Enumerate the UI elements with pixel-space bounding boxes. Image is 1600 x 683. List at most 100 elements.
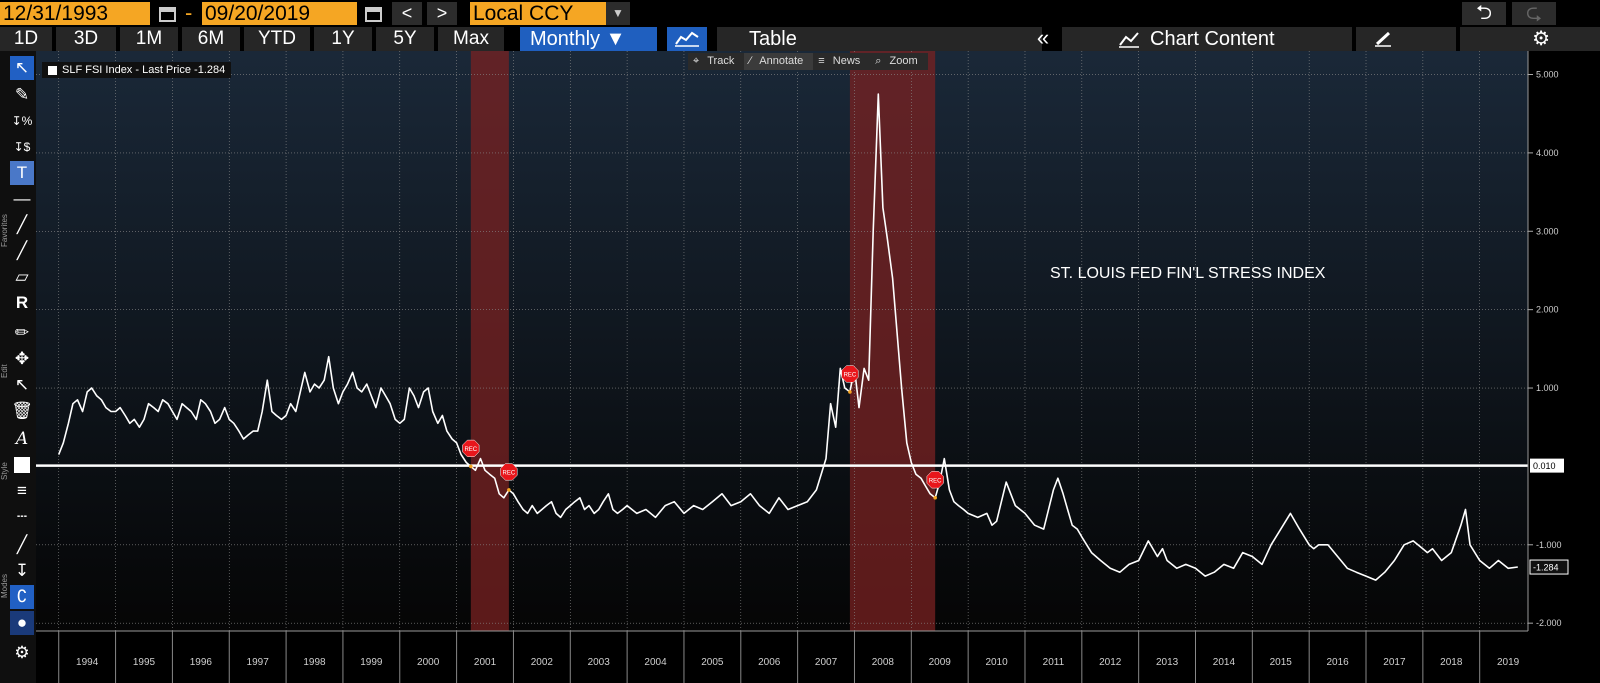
recession-marker-label: REC — [929, 478, 942, 484]
news-button[interactable]: ≡ News — [813, 53, 870, 70]
annotate-button[interactable]: ∕ Annotate — [744, 53, 814, 70]
chevron-down-icon[interactable]: ▼ — [606, 2, 630, 25]
fsi-line-chart[interactable]: REC REC REC REC 5.000 4.000 3.000 2.000 1.000 -1.… — [36, 51, 1600, 683]
last-price-label: -1.284 — [1533, 563, 1559, 573]
x-tick-label: 2000 — [417, 657, 440, 668]
x-tick-label: 1994 — [76, 657, 99, 668]
start-date-input[interactable]: 12/31/1993 — [0, 2, 150, 25]
x-tick-label: 2014 — [1213, 657, 1236, 668]
track-label: Track — [707, 55, 735, 67]
range-toolbar: 1D 3D 1M 6M YTD 1Y 5Y Max Monthly ▼ Tabl… — [0, 27, 1600, 51]
frequency-select[interactable]: Monthly ▼ — [520, 27, 657, 51]
chart-content-icon — [1119, 32, 1139, 48]
recession-point — [507, 488, 511, 492]
x-tick-label: 2004 — [644, 657, 667, 668]
retracement-icon[interactable]: R — [15, 293, 29, 312]
trash-icon[interactable]: 🗑 — [11, 401, 33, 420]
reference-value-label: 0.010 — [1533, 461, 1556, 471]
next-period-button[interactable]: > — [427, 2, 457, 25]
favorites-section-label: Favorites — [0, 214, 9, 248]
range-6m-button[interactable]: 6M — [182, 27, 240, 51]
x-tick-label: 2012 — [1099, 657, 1122, 668]
chart-content-label: Chart Content — [1150, 28, 1275, 50]
collapse-icon[interactable]: « — [1036, 25, 1050, 50]
range-1d-button[interactable]: 1D — [0, 27, 52, 51]
end-date-input[interactable]: 09/20/2019 — [202, 2, 357, 25]
legend-swatch — [48, 66, 57, 75]
table-button[interactable]: Table — [717, 27, 1042, 51]
annotate-label: Annotate — [759, 55, 804, 67]
x-tick-label: 2007 — [815, 657, 838, 668]
x-tick-label: 1997 — [247, 657, 270, 668]
trend-line-icon[interactable]: ╱ — [16, 215, 28, 234]
x-tick-label: 2016 — [1326, 657, 1349, 668]
range-3d-button[interactable]: 3D — [56, 27, 116, 51]
chart-content-button[interactable]: Chart Content — [1062, 27, 1352, 51]
currency-select[interactable]: Local CCY ▼ — [470, 2, 630, 25]
reference-value-tag — [1530, 458, 1564, 473]
chart-type-button[interactable] — [667, 27, 707, 51]
chart-legend[interactable]: SLF FSI Index - Last Price -1.284 — [42, 62, 232, 78]
snap-icon[interactable]: ↧ — [14, 561, 30, 580]
drawing-toolbar: Favorites Edit Style Modes ↖ ✎ ↧% ↧$ T —… — [0, 51, 36, 683]
gear-icon: ⚙ — [1532, 28, 1550, 50]
style-section-label: Style — [0, 462, 9, 480]
x-tick-label: 1999 — [360, 657, 383, 668]
select-add-icon[interactable]: ↖ — [14, 375, 30, 394]
zoom-button[interactable]: ⌕ Zoom — [870, 53, 927, 70]
recession-marker — [462, 439, 480, 457]
font-icon[interactable]: A — [15, 429, 29, 449]
edit-chart-button[interactable] — [1356, 27, 1456, 51]
pen-tool-icon[interactable]: ✎ — [14, 85, 30, 104]
x-tick-label: 2018 — [1440, 657, 1463, 668]
range-ytd-button[interactable]: YTD — [244, 27, 310, 51]
line-chart-icon — [675, 31, 699, 47]
range-max-button[interactable]: Max — [438, 27, 504, 51]
previous-period-button[interactable]: < — [392, 2, 422, 25]
color-swatch-icon[interactable] — [10, 453, 34, 477]
fsi-series-line — [57, 93, 1518, 581]
palette-icon[interactable]: ● — [10, 611, 34, 635]
x-tick-label: 2019 — [1497, 657, 1520, 668]
line-style-icon[interactable]: ┄ — [16, 507, 28, 526]
y-tick-label: 2.000 — [1536, 305, 1559, 315]
news-label: News — [832, 55, 861, 67]
x-tick-label: 2008 — [872, 657, 895, 668]
line-weight-icon[interactable]: ≡ — [17, 481, 27, 500]
x-tick-label: 2002 — [531, 657, 554, 668]
magnet-icon[interactable]: ∁ — [10, 585, 34, 609]
chart-annotation-text[interactable]: ST. LOUIS FED FIN'L STRESS INDEX — [1050, 265, 1326, 282]
marker-icon[interactable]: ✏ — [14, 323, 30, 342]
percent-measure-icon[interactable]: ↧% — [11, 114, 33, 128]
y-tick-label: -1.000 — [1536, 540, 1562, 550]
x-tick-label: 2011 — [1043, 657, 1065, 668]
undo-button[interactable]: ⮌ — [1462, 2, 1506, 25]
x-tick-label: 2003 — [588, 657, 611, 668]
dotted-line-icon[interactable]: ╱ — [16, 535, 28, 554]
channel-icon[interactable]: ▱ — [15, 267, 29, 286]
x-tick-label: 2005 — [701, 657, 724, 668]
x-tick-label: 2009 — [929, 657, 952, 668]
track-button[interactable]: ⌖ Track — [688, 53, 744, 70]
y-tick-label: -2.000 — [1536, 618, 1562, 628]
gear-icon[interactable]: ⚙ — [14, 643, 30, 662]
text-box-icon[interactable]: T — [10, 161, 34, 185]
move-icon[interactable]: ✥ — [14, 349, 30, 368]
range-5y-button[interactable]: 5Y — [376, 27, 434, 51]
zoom-label: Zoom — [889, 55, 918, 67]
recession-band — [849, 51, 936, 631]
multi-line-icon[interactable]: ╱ — [16, 241, 28, 260]
settings-button[interactable]: ⚙ — [1460, 27, 1600, 51]
range-1m-button[interactable]: 1M — [120, 27, 178, 51]
calendar-icon[interactable] — [158, 4, 178, 23]
redo-button[interactable]: ⮎ — [1512, 2, 1556, 25]
price-measure-icon[interactable]: ↧$ — [13, 140, 31, 154]
currency-value: Local CCY — [473, 2, 574, 25]
chart-mode-toolbar: ⌖ Track ∕ Annotate ≡ News ⌕ Zoom — [688, 53, 928, 70]
range-1y-button[interactable]: 1Y — [314, 27, 372, 51]
plot-background — [36, 51, 1528, 631]
pointer-tool-icon[interactable]: ↖ — [10, 56, 34, 80]
horizontal-line-icon[interactable]: — — [13, 189, 31, 208]
chart-area[interactable]: REC REC REC REC 5.000 4.000 3.000 2.000 1.000 -1.… — [36, 51, 1600, 683]
calendar-icon[interactable] — [364, 4, 384, 23]
